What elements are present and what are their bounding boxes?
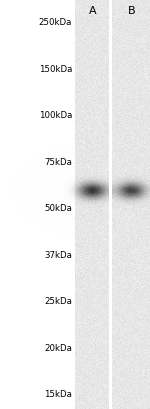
Text: 25kDa: 25kDa [44, 297, 72, 306]
Text: 100kDa: 100kDa [39, 111, 72, 120]
Text: B: B [128, 6, 135, 16]
Text: 37kDa: 37kDa [44, 251, 72, 260]
Text: 15kDa: 15kDa [44, 390, 72, 399]
Text: 20kDa: 20kDa [44, 344, 72, 353]
Text: A: A [88, 6, 96, 16]
Text: 250kDa: 250kDa [39, 18, 72, 27]
Text: 75kDa: 75kDa [44, 157, 72, 166]
Text: 50kDa: 50kDa [44, 204, 72, 213]
Text: 150kDa: 150kDa [39, 65, 72, 74]
